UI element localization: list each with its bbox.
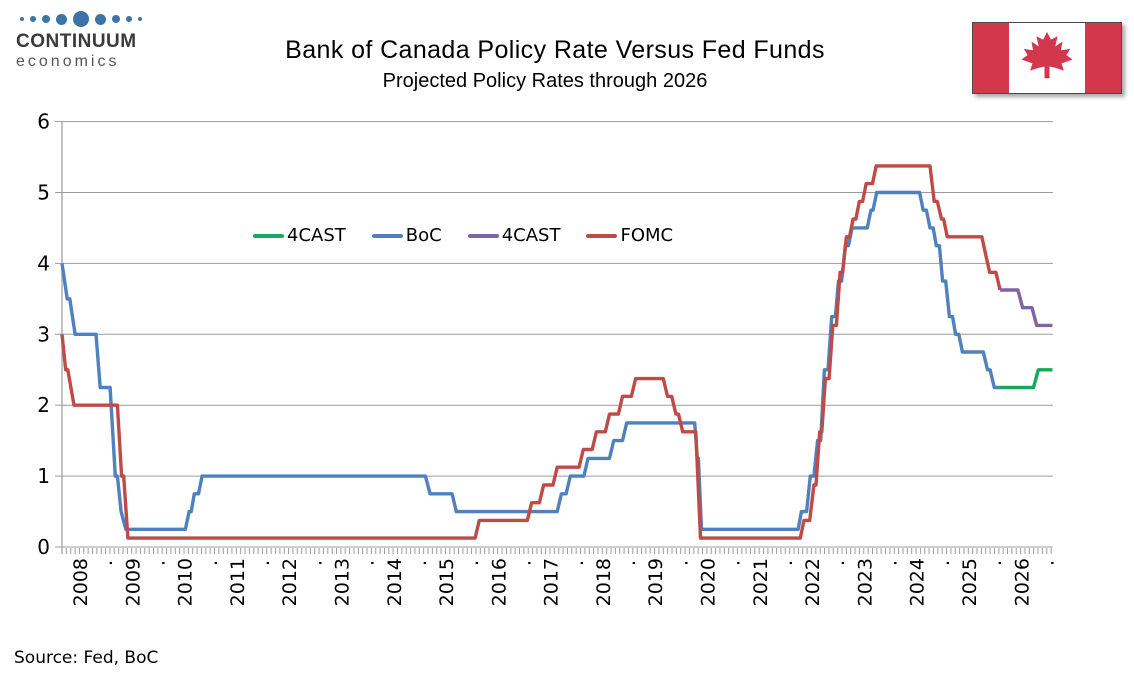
- x-tick-dot: .: [880, 560, 902, 566]
- x-tick-dot: .: [827, 560, 849, 566]
- x-tick-label-2016: 2016: [488, 558, 510, 606]
- x-tick-dot: .: [147, 560, 169, 566]
- canada-flag-icon: [972, 22, 1122, 94]
- logo-dot-icon: [20, 17, 24, 21]
- x-tick-dot: .: [566, 560, 588, 566]
- x-tick-dot: .: [618, 560, 640, 566]
- y-tick-label: 1: [37, 464, 50, 488]
- source-note: Source: Fed, BoC: [14, 648, 159, 668]
- x-tick-label-2017: 2017: [541, 558, 563, 606]
- legend-item-4cast: 4CAST: [253, 225, 346, 246]
- x-tick-label-2023: 2023: [854, 558, 876, 606]
- x-tick-label-2014: 2014: [384, 558, 406, 606]
- logo-dots-icon: [20, 10, 156, 28]
- y-tick-label: 5: [37, 181, 50, 205]
- flag-white-field: [1009, 23, 1085, 93]
- x-tick-dot: .: [514, 560, 536, 566]
- chart-legend: 4CAST BoC 4CAST FOMC: [253, 225, 673, 246]
- x-tick-label-2010: 2010: [175, 558, 197, 606]
- logo-dot-icon: [126, 16, 132, 22]
- series-line-boc-0: [60, 190, 999, 531]
- series-line-fomc-1: [60, 164, 1002, 540]
- y-tick-label: 2: [37, 393, 50, 417]
- legend-swatch-icon: [467, 233, 499, 238]
- legend-swatch-icon: [586, 233, 618, 238]
- logo-dot-icon: [73, 11, 89, 27]
- x-tick-label-2025: 2025: [959, 558, 981, 606]
- logo-subwordmark: economics: [16, 53, 120, 70]
- legend-item-fomc: FOMC: [586, 225, 673, 246]
- legend-item-4cast: 4CAST: [467, 225, 561, 246]
- series-line-4cast-3: [1000, 288, 1053, 328]
- logo-dot-icon: [30, 16, 36, 22]
- x-tick-label-2026: 2026: [1011, 558, 1033, 606]
- x-tick-label-2020: 2020: [698, 558, 720, 606]
- y-tick-label: 6: [37, 110, 50, 134]
- continuum-economics-logo: CONTINUUM economics: [16, 10, 156, 71]
- x-tick-dot: .: [932, 560, 954, 566]
- x-tick-dot: .: [461, 560, 483, 566]
- legend-label: 4CAST: [287, 225, 346, 246]
- y-tick-label: 0: [37, 535, 50, 559]
- x-tick-label-2012: 2012: [279, 558, 301, 606]
- flag-left-band: [973, 23, 1009, 93]
- x-tick-label-2015: 2015: [436, 558, 458, 606]
- legend-label: BoC: [405, 225, 442, 246]
- logo-dot-icon: [95, 13, 106, 25]
- legend-swatch-icon: [371, 233, 403, 238]
- x-tick-dot: .: [984, 560, 1006, 566]
- x-tick-label-2019: 2019: [645, 558, 667, 606]
- logo-dot-icon: [112, 15, 120, 23]
- x-tick-label-2018: 2018: [593, 558, 615, 606]
- x-tick-dot: .: [95, 560, 117, 566]
- x-tick-dot: .: [252, 560, 274, 566]
- x-tick-label-2011: 2011: [227, 558, 249, 606]
- x-tick-dot: .: [723, 560, 745, 566]
- legend-label: 4CAST: [501, 225, 561, 246]
- x-tick-dot: .: [670, 560, 692, 566]
- x-tick-dot: .: [1036, 560, 1058, 566]
- logo-dot-icon: [138, 17, 142, 21]
- legend-label: FOMC: [620, 225, 674, 246]
- x-tick-dot: .: [357, 560, 379, 566]
- x-tick-label-2024: 2024: [907, 558, 929, 606]
- x-tick-dot: .: [409, 560, 431, 566]
- y-tick-label: 4: [37, 251, 50, 275]
- x-tick-label-2008: 2008: [70, 558, 92, 606]
- x-tick-label-2009: 2009: [122, 558, 144, 606]
- x-tick-dot: .: [200, 560, 222, 566]
- x-tick-label-2013: 2013: [331, 558, 353, 606]
- flag-right-band: [1085, 23, 1121, 93]
- chart-title: Bank of Canada Policy Rate Versus Fed Fu…: [285, 36, 825, 64]
- series-line-4cast-2: [999, 368, 1053, 390]
- chart-subtitle: Projected Policy Rates through 2026: [382, 70, 708, 92]
- legend-item-boc: BoC: [371, 225, 442, 246]
- logo-dot-icon: [42, 15, 50, 23]
- maple-leaf-icon: [1021, 31, 1073, 79]
- logo-wordmark: CONTINUUM: [16, 31, 137, 52]
- x-tick-label-2022: 2022: [802, 558, 824, 606]
- logo-dot-icon: [56, 13, 67, 25]
- x-tick-label-2021: 2021: [750, 558, 772, 606]
- x-tick-dot: .: [775, 560, 797, 566]
- x-tick-dot: .: [304, 560, 326, 566]
- legend-swatch-icon: [253, 233, 284, 238]
- y-tick-label: 3: [37, 322, 50, 346]
